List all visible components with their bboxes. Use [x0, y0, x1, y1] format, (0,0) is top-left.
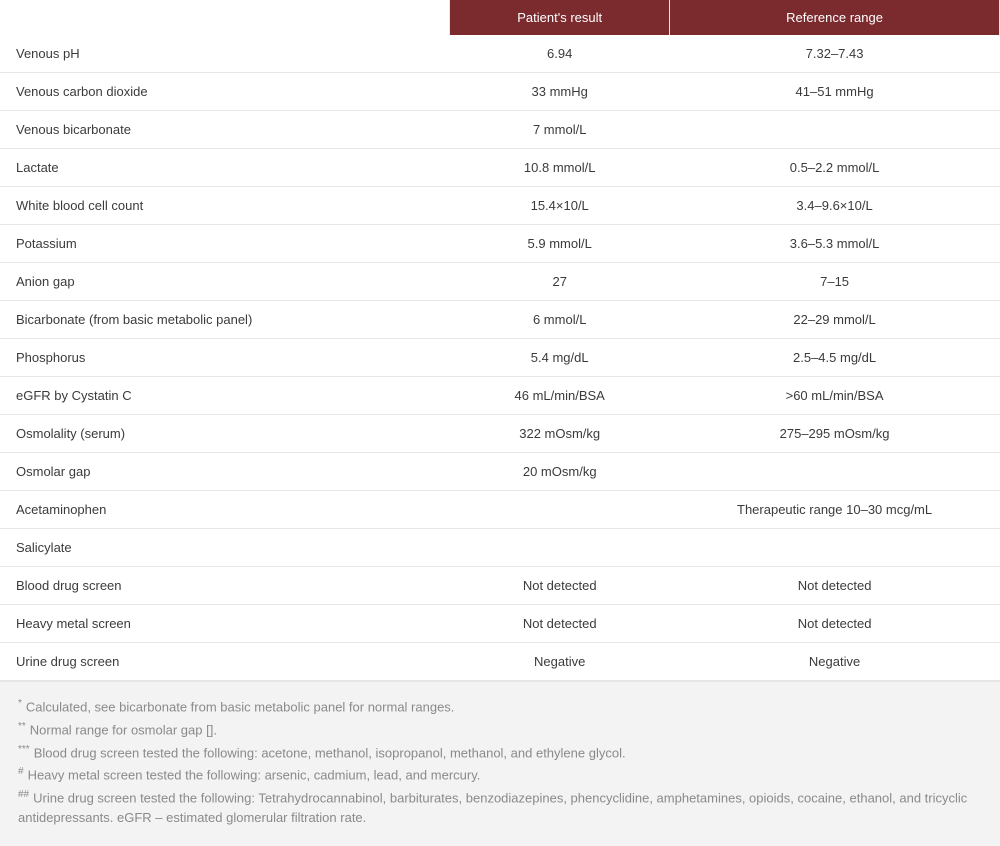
row-label: White blood cell count [0, 187, 450, 225]
row-result: 20 mOsm/kg [450, 453, 670, 491]
footnote-text: Calculated, see bicarbonate from basic m… [26, 699, 455, 714]
row-reference: Not detected [670, 567, 1000, 605]
row-result: 5.9 mmol/L [450, 225, 670, 263]
table-row: Salicylate [0, 529, 1000, 567]
row-result: 5.4 mg/dL [450, 339, 670, 377]
row-result: 6.94 [450, 35, 670, 73]
footnote-mark: *** [18, 744, 30, 755]
row-label: Blood drug screen [0, 567, 450, 605]
table-row: eGFR by Cystatin C46 mL/min/BSA>60 mL/mi… [0, 377, 1000, 415]
row-label: Osmolality (serum) [0, 415, 450, 453]
table-row: Venous carbon dioxide33 mmHg41–51 mmHg [0, 73, 1000, 111]
row-label: Potassium [0, 225, 450, 263]
row-result: 15.4×10/L [450, 187, 670, 225]
row-reference: 41–51 mmHg [670, 73, 1000, 111]
footnote-text: Urine drug screen tested the following: … [18, 791, 967, 826]
row-result: 322 mOsm/kg [450, 415, 670, 453]
table-row: Heavy metal screenNot detectedNot detect… [0, 605, 1000, 643]
row-label: Anion gap [0, 263, 450, 301]
row-result [450, 529, 670, 567]
table-row: Bicarbonate (from basic metabolic panel)… [0, 301, 1000, 339]
footnote-mark: ** [18, 721, 26, 732]
row-result: 46 mL/min/BSA [450, 377, 670, 415]
row-reference: 3.6–5.3 mmol/L [670, 225, 1000, 263]
header-blank [0, 0, 450, 35]
footnote-mark: ## [18, 789, 29, 800]
lab-results-table: Patient's result Reference range Venous … [0, 0, 1000, 681]
row-result: 10.8 mmol/L [450, 149, 670, 187]
table-row: Urine drug screenNegativeNegative [0, 643, 1000, 681]
row-label: Heavy metal screen [0, 605, 450, 643]
row-label: Salicylate [0, 529, 450, 567]
table-row: Osmolality (serum)322 mOsm/kg275–295 mOs… [0, 415, 1000, 453]
footnote-mark: # [18, 766, 24, 777]
table-row: Lactate10.8 mmol/L0.5–2.2 mmol/L [0, 149, 1000, 187]
footnote: # Heavy metal screen tested the following… [18, 764, 982, 785]
footnote: * Calculated, see bicarbonate from basic … [18, 696, 982, 717]
row-reference: 7.32–7.43 [670, 35, 1000, 73]
table-row: Blood drug screenNot detectedNot detecte… [0, 567, 1000, 605]
row-reference: 0.5–2.2 mmol/L [670, 149, 1000, 187]
row-reference: >60 mL/min/BSA [670, 377, 1000, 415]
table-row: Venous bicarbonate7 mmol/L [0, 111, 1000, 149]
row-label: Phosphorus [0, 339, 450, 377]
row-result: 33 mmHg [450, 73, 670, 111]
table-row: Acetaminophen Therapeutic range 10–30 mcg… [0, 491, 1000, 529]
row-result: Negative [450, 643, 670, 681]
row-result: 6 mmol/L [450, 301, 670, 339]
row-reference [670, 529, 1000, 567]
row-reference: 7–15 [670, 263, 1000, 301]
row-reference: 275–295 mOsm/kg [670, 415, 1000, 453]
table-header-row: Patient's result Reference range [0, 0, 1000, 35]
row-label: Osmolar gap [0, 453, 450, 491]
page-root: Patient's result Reference range Venous … [0, 0, 1000, 846]
table-row: Venous pH6.947.32–7.43 [0, 35, 1000, 73]
footnote: *** Blood drug screen tested the followin… [18, 742, 982, 763]
footnotes-block: * Calculated, see bicarbonate from basic … [0, 681, 1000, 846]
row-reference: Therapeutic range 10–30 mcg/mL [670, 491, 1000, 529]
row-result: Not detected [450, 605, 670, 643]
footnote-mark: * [18, 698, 22, 709]
row-reference: 2.5–4.5 mg/dL [670, 339, 1000, 377]
footnote: ##Urine drug screen tested the following… [18, 787, 982, 827]
row-result [450, 491, 670, 529]
table-row: Osmolar gap20 mOsm/kg [0, 453, 1000, 491]
footnote-text: Blood drug screen tested the following: … [34, 745, 626, 760]
row-label: Urine drug screen [0, 643, 450, 681]
row-label: Venous bicarbonate [0, 111, 450, 149]
row-label: Venous pH [0, 35, 450, 73]
table-row: Phosphorus5.4 mg/dL2.5–4.5 mg/dL [0, 339, 1000, 377]
row-reference: Not detected [670, 605, 1000, 643]
table-row: Anion gap277–15 [0, 263, 1000, 301]
footnote: ** Normal range for osmolar gap []. [18, 719, 982, 740]
row-reference: 3.4–9.6×10/L [670, 187, 1000, 225]
row-reference: Negative [670, 643, 1000, 681]
table-row: Potassium5.9 mmol/L3.6–5.3 mmol/L [0, 225, 1000, 263]
row-label: eGFR by Cystatin C [0, 377, 450, 415]
row-label: Acetaminophen [0, 491, 450, 529]
row-result: 27 [450, 263, 670, 301]
footnote-text: Heavy metal screen tested the following:… [28, 768, 481, 783]
row-label: Lactate [0, 149, 450, 187]
row-label: Bicarbonate (from basic metabolic panel) [0, 301, 450, 339]
header-patient-result: Patient's result [450, 0, 670, 35]
header-reference-range: Reference range [670, 0, 1000, 35]
row-result: Not detected [450, 567, 670, 605]
table-row: White blood cell count15.4×10/L3.4–9.6×1… [0, 187, 1000, 225]
row-reference [670, 453, 1000, 491]
row-result: 7 mmol/L [450, 111, 670, 149]
row-label: Venous carbon dioxide [0, 73, 450, 111]
footnote-text: Normal range for osmolar gap []. [30, 722, 217, 737]
row-reference: 22–29 mmol/L [670, 301, 1000, 339]
row-reference [670, 111, 1000, 149]
